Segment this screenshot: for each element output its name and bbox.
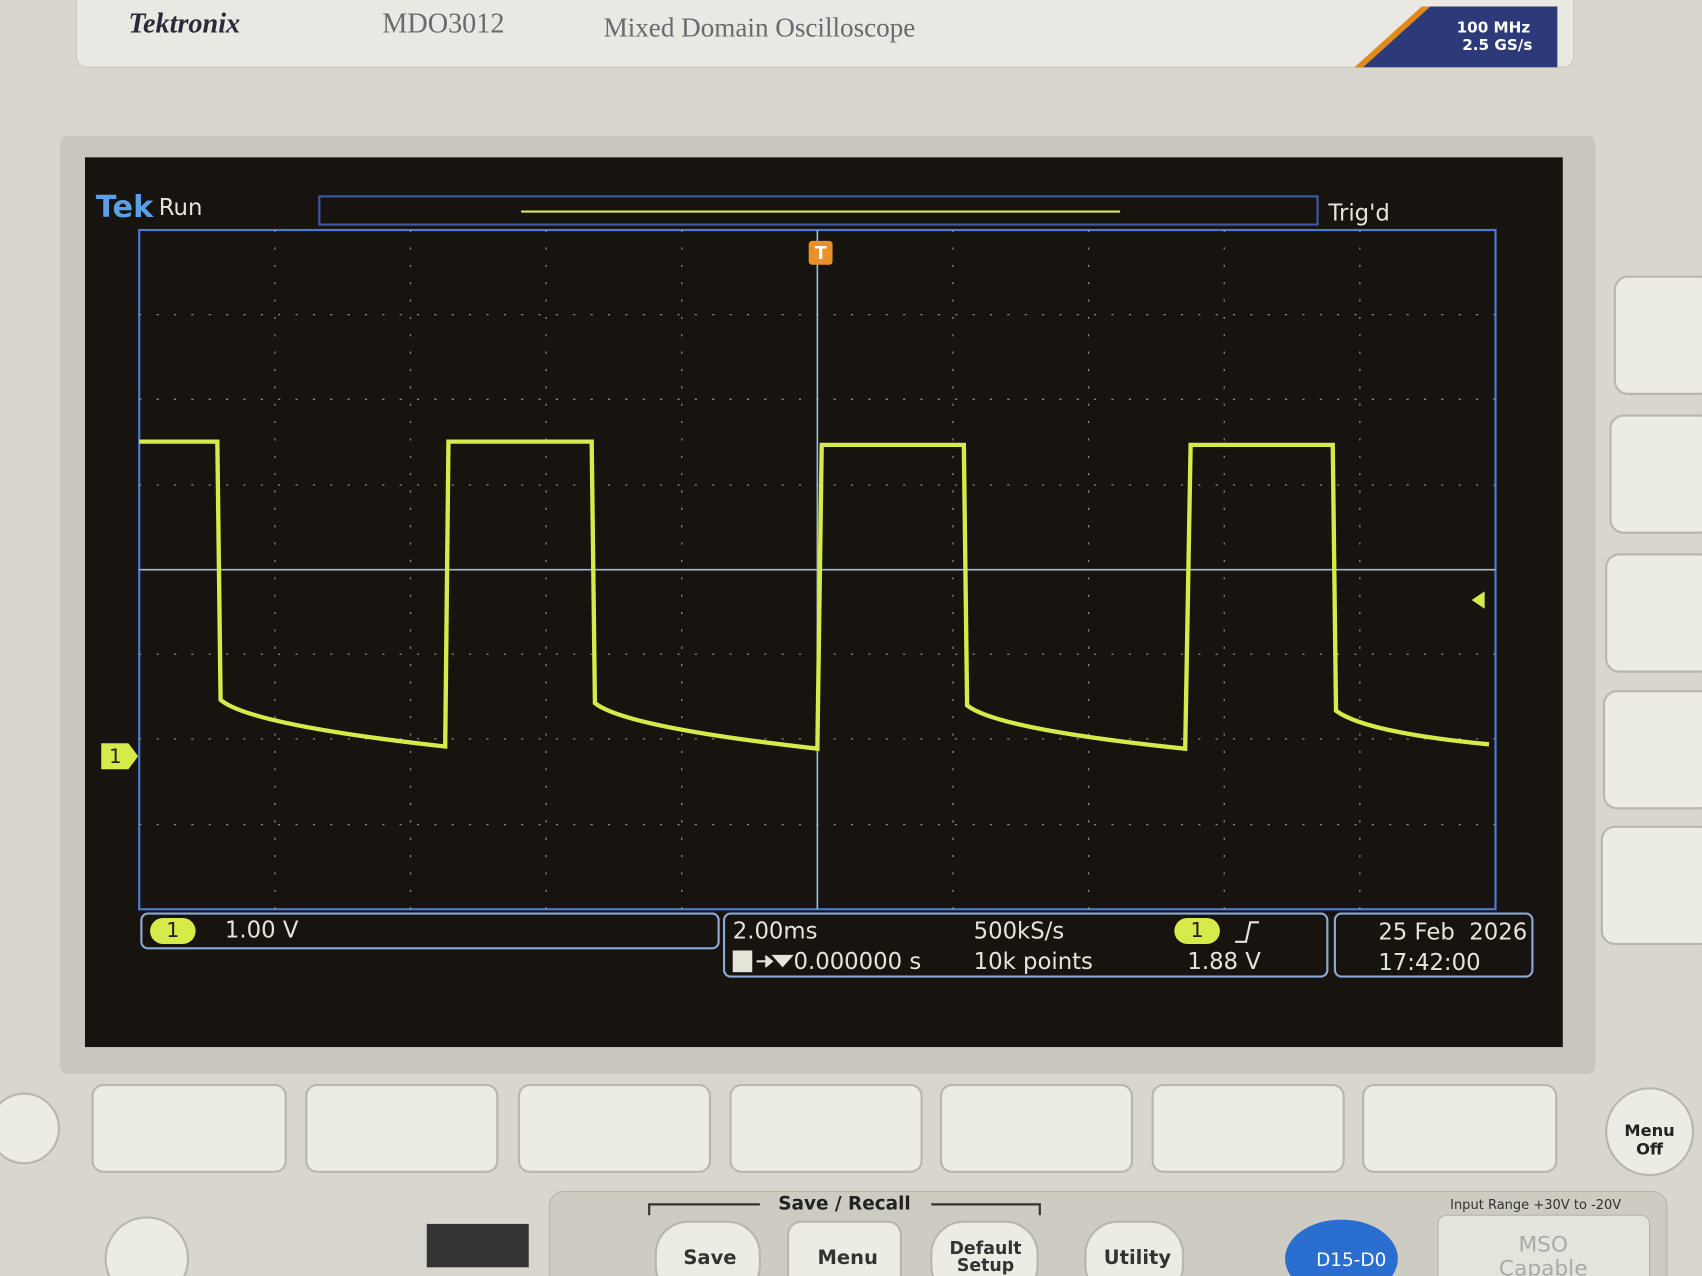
badge-text: 100 MHz (1457, 19, 1531, 37)
model: MDO3012 (382, 9, 504, 40)
print-button[interactable] (0, 1092, 60, 1165)
logo: Tek (96, 190, 154, 225)
sample-rate: 500kS/s (974, 919, 1065, 945)
badge-stripe (1354, 6, 1431, 68)
badge-text: 2.5 GS/s (1462, 36, 1532, 54)
save-label: Save (683, 1246, 736, 1269)
bottom-button[interactable] (91, 1083, 287, 1173)
save-recall-label: Save / Recall (778, 1193, 911, 1214)
vertical-box (140, 912, 720, 950)
usb-port (426, 1223, 529, 1268)
bottom-button[interactable] (1362, 1083, 1558, 1173)
channel-badge (150, 917, 196, 944)
status-bar: 1 1.00 V 2.00ms 0.000000 s 500kS/s 10k p… (140, 912, 1534, 978)
bottom-button[interactable] (517, 1083, 712, 1173)
digital-button[interactable] (1285, 1219, 1398, 1276)
description: Mixed Domain Oscilloscope (604, 13, 916, 43)
power-button[interactable] (104, 1216, 190, 1276)
bottom-button[interactable] (729, 1083, 923, 1173)
slope-icon (1235, 921, 1259, 943)
side-button[interactable] (1605, 553, 1702, 673)
mso-label: Capable (1499, 1256, 1588, 1276)
trigger-marker: T (815, 244, 827, 264)
trigger-marker-box (808, 240, 833, 265)
trigger-level: 1.88 V (1187, 949, 1261, 975)
trigger-status: Trig'd (1327, 200, 1389, 226)
menu-off-button[interactable] (1605, 1087, 1695, 1177)
side-button[interactable] (1613, 275, 1702, 395)
default-setup-button[interactable] (930, 1220, 1039, 1276)
time: 17:42:00 (1378, 950, 1480, 976)
default-setup-label: Default (950, 1239, 1022, 1259)
default-setup-label: Setup (957, 1256, 1014, 1276)
trigger-level-marker (1471, 591, 1485, 609)
vertical-scale: 1.00 V (225, 917, 299, 943)
trigger-source-badge (1174, 917, 1220, 944)
menu-off-label: Menu (1624, 1121, 1674, 1140)
menu-off-label: Off (1636, 1140, 1664, 1159)
trigger-source: 1 (1191, 918, 1204, 942)
channel: 1 (166, 918, 179, 942)
bottom-button[interactable] (939, 1083, 1134, 1173)
brand: Tektronix (128, 9, 240, 40)
side-buttons (1600, 275, 1702, 946)
channel-marker-box (101, 743, 139, 770)
menu-button[interactable] (786, 1220, 902, 1276)
input-range: Input Range +30V to -20V (1450, 1198, 1621, 1213)
channel-marker: 1 (109, 745, 121, 768)
record-view (318, 195, 1319, 226)
bottom-button[interactable] (305, 1083, 499, 1173)
mso-label: MSO (1518, 1233, 1568, 1258)
horizontal-scale: 2.00ms (733, 919, 818, 945)
utility-label: Utility (1104, 1246, 1172, 1269)
arrow-icon (756, 954, 794, 968)
badge (1356, 6, 1558, 68)
run-state: Run (159, 195, 203, 221)
menu-label: Menu (818, 1246, 878, 1269)
graticule (138, 228, 1497, 911)
bottom-button[interactable] (1151, 1083, 1345, 1173)
screen (84, 157, 1563, 1048)
digital-label: D15-D0 (1316, 1250, 1386, 1271)
horizontal-box (722, 912, 1329, 978)
trigger-position: 0.000000 s (793, 949, 921, 975)
save-recall-bracket (648, 1203, 1041, 1216)
side-button[interactable] (1609, 414, 1702, 534)
utility-button[interactable] (1084, 1220, 1185, 1276)
record-length: 10k points (974, 949, 1093, 975)
bottom-buttons (91, 1083, 1558, 1173)
side-button[interactable] (1602, 690, 1702, 810)
t-icon (732, 950, 753, 973)
date: 25 Feb 2026 (1378, 920, 1527, 946)
waveform (139, 439, 1490, 752)
header-panel (75, 0, 1575, 68)
side-button[interactable] (1600, 825, 1702, 946)
save-button[interactable] (654, 1220, 761, 1276)
datetime-box (1333, 912, 1534, 978)
mso-panel (1437, 1214, 1651, 1276)
